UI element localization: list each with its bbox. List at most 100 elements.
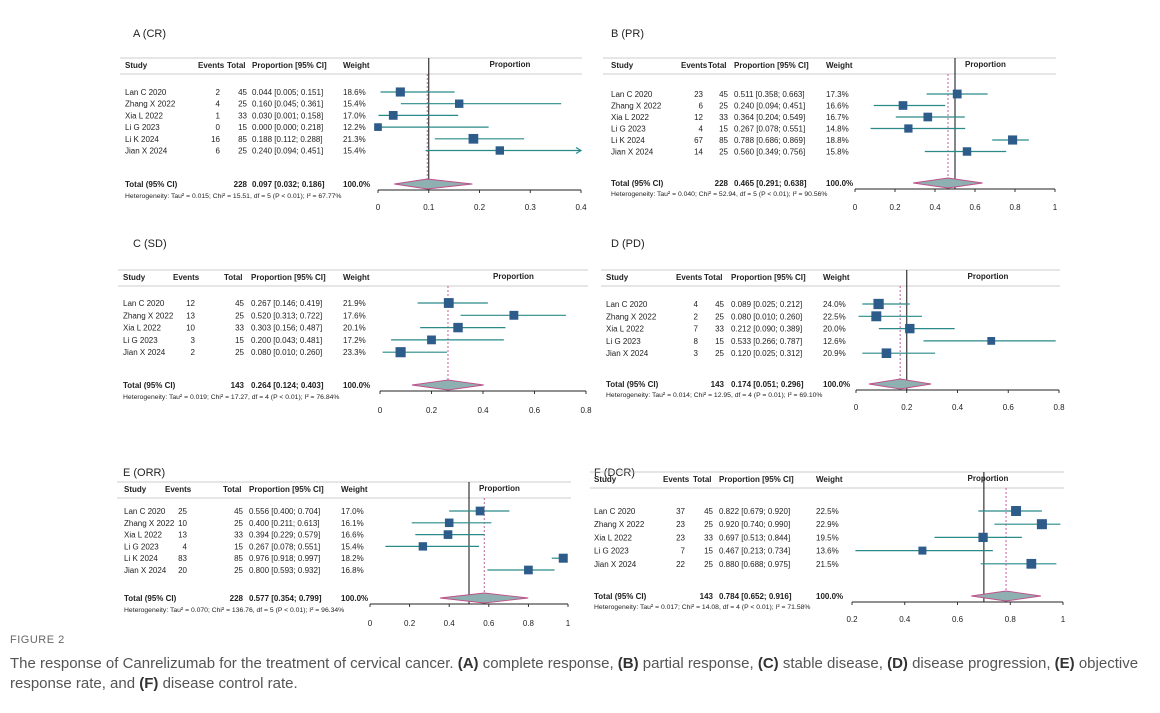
panel-f-study-weight: 22.9% bbox=[816, 520, 839, 529]
panel-e-col-study: Study bbox=[124, 485, 147, 494]
panel-a-study-events: 16 bbox=[211, 135, 220, 144]
panel-f-x-tick-label: 1 bbox=[1061, 615, 1066, 624]
panel-a-study-total: 85 bbox=[238, 135, 247, 144]
panel-f-study-total: 33 bbox=[704, 533, 713, 542]
panel-f-study-ci: 0.880 [0.688; 0.975] bbox=[719, 560, 790, 569]
panel-b-study-ci: 0.267 [0.078; 0.551] bbox=[734, 125, 805, 134]
panel-b-study-ci: 0.511 [0.358; 0.663] bbox=[734, 90, 805, 99]
panel-f-col-study: Study bbox=[594, 475, 617, 484]
panel-a-study-total: 45 bbox=[238, 88, 247, 97]
panel-f-study-name: Lan C 2020 bbox=[594, 507, 636, 516]
panel-e-study-box bbox=[524, 565, 533, 575]
panel-e-study-weight: 18.2% bbox=[341, 554, 364, 563]
panel-c-study-events: 2 bbox=[191, 348, 196, 357]
panel-c-x-tick-label: 0.2 bbox=[426, 406, 438, 415]
panel-e-study-total: 25 bbox=[234, 519, 243, 528]
panel-c-study-total: 15 bbox=[235, 336, 244, 345]
panel-e-study-box bbox=[443, 530, 453, 539]
panel-c-study-ci: 0.303 [0.156; 0.487] bbox=[251, 324, 322, 333]
panel-a-study-name: Jian X 2024 bbox=[125, 147, 168, 156]
panel-a-ci-arrow bbox=[575, 146, 583, 155]
panel-b-x-tick-label: 1 bbox=[1053, 203, 1058, 212]
panel-d-study-box bbox=[871, 311, 882, 322]
panel-d-study-total: 25 bbox=[715, 312, 724, 321]
panel-a-study-name: Xia L 2022 bbox=[125, 111, 164, 120]
panel-c-study-ci: 0.267 [0.146; 0.419] bbox=[251, 299, 322, 308]
figure-label: FIGURE 2 bbox=[10, 634, 65, 646]
panel-c-col-ci: Proportion [95% CI] bbox=[251, 273, 326, 282]
panel-e-x-tick-label: 0.2 bbox=[404, 619, 416, 628]
panel-b-study-name: Xia L 2022 bbox=[611, 113, 650, 122]
panel-e-col-weight: Weight bbox=[341, 485, 368, 494]
panel-b-x-tick-label: 0 bbox=[853, 203, 858, 212]
panel-d-study-ci: 0.120 [0.025; 0.312] bbox=[731, 349, 802, 358]
panel-a-study-box bbox=[395, 87, 405, 97]
panel-f-x-tick-label: 0.6 bbox=[952, 615, 964, 624]
panel-a-study-ci: 0.030 [0.001; 0.158] bbox=[252, 111, 323, 120]
panel-e-study-total: 45 bbox=[234, 507, 243, 516]
panel-f-total-weight: 100.0% bbox=[816, 592, 843, 601]
caption-text: disease progression, bbox=[907, 655, 1055, 672]
panel-f-study-ci: 0.467 [0.213; 0.734] bbox=[719, 547, 790, 556]
panel-a-study-box bbox=[388, 111, 398, 120]
panel-c-x-tick-label: 0.8 bbox=[580, 406, 592, 415]
panel-b-x-tick-label: 0.4 bbox=[929, 203, 941, 212]
panel-b-col-plot: Proportion bbox=[965, 60, 1006, 69]
panel-b-study-events: 6 bbox=[699, 102, 704, 111]
panel-f-study-events: 23 bbox=[676, 520, 685, 529]
panel-b-study-total: 33 bbox=[719, 113, 728, 122]
figure-caption: The response of Canrelizumab for the tre… bbox=[10, 654, 1140, 694]
panel-d-total-n: 143 bbox=[711, 380, 725, 389]
panel-f-study-events: 7 bbox=[681, 547, 686, 556]
panel-d-study-ci: 0.089 [0.025; 0.212] bbox=[731, 300, 802, 309]
panel-c-study-total: 45 bbox=[235, 299, 244, 308]
panel-b-total-label: Total (95% CI) bbox=[611, 179, 664, 188]
panel-a-study-events: 0 bbox=[216, 123, 221, 132]
panel-a-study-box bbox=[468, 133, 479, 144]
panel-e-x-tick-label: 0.4 bbox=[444, 619, 456, 628]
panel-e-study-box bbox=[418, 542, 428, 551]
panel-d-study-box bbox=[987, 337, 996, 345]
panel-c-study-events: 13 bbox=[186, 311, 195, 320]
panel-a-col-plot: Proportion bbox=[490, 60, 531, 69]
panel-a-study-total: 15 bbox=[238, 123, 247, 132]
panel-c-study-events: 3 bbox=[191, 336, 196, 345]
panel-d-study-name: Xia L 2022 bbox=[606, 325, 645, 334]
panel-d-study-ci: 0.080 [0.010; 0.260] bbox=[731, 312, 802, 321]
panel-e-study-name: Zhang X 2022 bbox=[124, 519, 175, 528]
panel-f-study-total: 15 bbox=[704, 547, 713, 556]
panel-f-total-label: Total (95% CI) bbox=[594, 592, 647, 601]
panel-f-study-events: 23 bbox=[676, 533, 685, 542]
panel-c-study-weight: 20.1% bbox=[343, 324, 366, 333]
panel-d-col-events: Events bbox=[676, 273, 703, 282]
panel-c-col-weight: Weight bbox=[343, 273, 370, 282]
panel-c-study-total: 25 bbox=[235, 348, 244, 357]
panel-e-study-ci: 0.976 [0.918; 0.997] bbox=[249, 554, 320, 563]
panel-a-col-study: Study bbox=[125, 61, 148, 70]
panel-e-pooled-diamond bbox=[440, 592, 529, 604]
panel-d-study-events: 2 bbox=[694, 312, 699, 321]
panel-f-study-total: 25 bbox=[704, 520, 713, 529]
panel-f-x-tick-label: 0.4 bbox=[899, 615, 911, 624]
figure-caption-area: FIGURE 2 The response of Canrelizumab fo… bbox=[0, 632, 1160, 713]
panel-c-study-ci: 0.080 [0.010; 0.260] bbox=[251, 348, 322, 357]
panel-a-study-ci: 0.160 [0.045; 0.361] bbox=[252, 100, 323, 109]
panel-b-heterogeneity: Heterogeneity: Tau² = 0.040; Chi² = 52.9… bbox=[611, 191, 827, 198]
panel-a-x-tick-label: 0.3 bbox=[525, 203, 537, 212]
panel-c-study-box bbox=[395, 347, 406, 358]
panel-d-study-box bbox=[905, 323, 915, 334]
panel-c-heterogeneity: Heterogeneity: Tau² = 0.019; Chi² = 17.2… bbox=[123, 394, 339, 401]
caption-text: complete response, bbox=[478, 655, 618, 672]
panel-c-pooled-diamond bbox=[411, 379, 484, 391]
panel-d-study-box bbox=[881, 348, 892, 358]
panel-b-study-name: Jian X 2024 bbox=[611, 148, 654, 157]
panel-a-x-tick-label: 0.4 bbox=[575, 203, 587, 212]
panel-b-study-events: 67 bbox=[694, 136, 703, 145]
panel-d-x-tick-label: 0 bbox=[854, 403, 859, 412]
panel-d-study-weight: 22.5% bbox=[823, 312, 846, 321]
panel-f-col-total: Total bbox=[693, 475, 712, 484]
panel-b-col-study: Study bbox=[611, 61, 634, 70]
panel-d-study-ci: 0.212 [0.090; 0.389] bbox=[731, 325, 802, 334]
caption-text: partial response, bbox=[638, 655, 758, 672]
